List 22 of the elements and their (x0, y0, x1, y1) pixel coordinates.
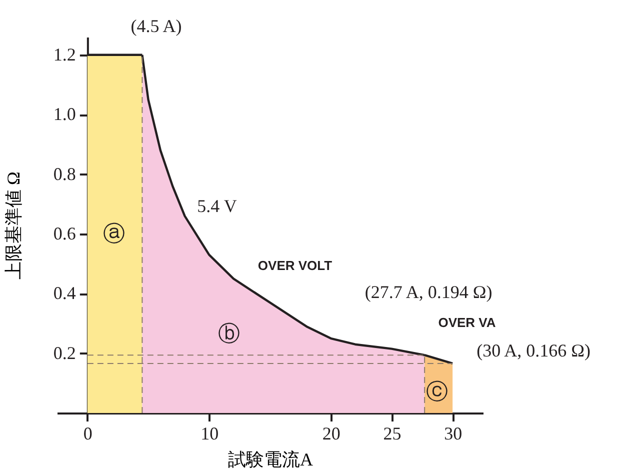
annotation: (30 A, 0.166 Ω) (476, 340, 590, 360)
x-tick-label: 0 (83, 424, 92, 444)
y-tick-label: 0.6 (53, 223, 76, 244)
annotation: ⓑ (218, 321, 240, 346)
x-tick-label: 10 (200, 424, 219, 444)
x-axis-title: 試験電流A (228, 450, 313, 470)
y-axis-title: 上限基準値 Ω (3, 172, 24, 280)
x-tick-label: 25 (383, 424, 402, 444)
annotation: ⓐ (103, 221, 125, 246)
annotation: OVER VOLT (258, 258, 332, 273)
annotation: OVER VA (438, 315, 496, 330)
x-tick-label: 20 (322, 424, 340, 444)
annotation: 5.4 V (197, 196, 237, 216)
annotation: (27.7 A, 0.194 Ω) (364, 282, 492, 302)
y-tick-label: 0.4 (53, 283, 76, 304)
y-tick-label: 0.8 (53, 164, 76, 184)
x-tick-label: 30 (444, 424, 462, 444)
y-tick-label: 0.2 (53, 342, 76, 363)
y-tick-label: 1.0 (53, 104, 76, 124)
y-tick-label: 1.2 (53, 44, 76, 64)
annotation: (4.5 A) (130, 16, 182, 36)
annotation: ⓒ (426, 379, 448, 404)
